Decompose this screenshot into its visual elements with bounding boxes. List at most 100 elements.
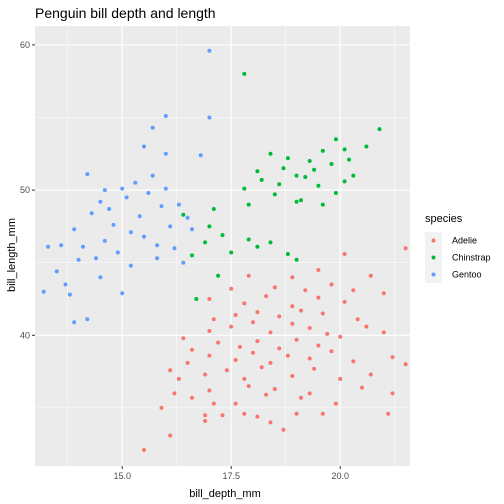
data-point-chinstrap [242,186,247,191]
data-point-adelie [386,411,391,416]
data-point-adelie [168,433,173,438]
data-point-adelie [390,355,395,360]
legend-title: species [425,213,463,225]
data-point-adelie [255,414,260,419]
plot-panel [35,26,410,466]
data-point-chinstrap [190,253,194,258]
data-point-adelie [172,391,177,396]
data-point-adelie [312,366,317,371]
data-point-adelie [233,401,238,406]
data-point-adelie [307,356,312,361]
data-point-chinstrap [364,144,369,149]
data-point-adelie [294,411,299,416]
data-point-chinstrap [294,257,299,262]
data-point-gentoo [72,320,77,325]
data-point-adelie [285,353,290,358]
data-point-adelie [268,360,273,365]
data-point-adelie [251,350,255,355]
data-point-chinstrap [303,175,308,179]
data-point-chinstrap [207,224,212,229]
data-point-adelie [242,301,247,306]
data-point-chinstrap [320,148,325,153]
data-point-adelie [190,347,194,352]
data-point-adelie [185,360,190,365]
y-tick-label: 40 [20,330,30,340]
x-tick-label: 17.5 [222,471,240,481]
legend-label-chinstrap: Chinstrap [452,253,491,263]
data-point-chinstrap [312,167,317,172]
data-point-gentoo [41,289,46,294]
data-point-adelie [290,321,295,326]
data-point-adelie [142,448,146,452]
data-point-gentoo [54,269,59,274]
data-point-adelie [233,358,238,362]
data-point-adelie [159,405,164,410]
data-point-gentoo [207,48,212,53]
data-point-adelie [224,368,229,373]
data-point-chinstrap [342,179,347,184]
data-point-adelie [299,308,303,313]
data-point-adelie [381,330,386,335]
data-point-adelie [207,329,212,333]
data-point-adelie [237,344,242,349]
data-point-chinstrap [246,202,251,207]
data-point-gentoo [98,199,103,204]
x-tick-label: 15.0 [113,471,131,481]
data-point-gentoo [159,204,164,209]
data-point-adelie [277,346,282,351]
data-point-gentoo [89,211,94,216]
gridlines [35,26,410,466]
data-points [41,48,408,452]
data-point-chinstrap [194,297,199,301]
data-point-adelie [290,275,295,280]
data-point-chinstrap [259,177,264,182]
data-point-gentoo [72,227,77,232]
data-point-gentoo [85,172,90,177]
legend-label-adelie: Adelie [452,236,477,246]
data-point-adelie [325,331,330,336]
data-point-adelie [268,420,273,425]
data-point-chinstrap [255,244,260,249]
data-point-adelie [329,282,334,287]
data-point-adelie [403,362,408,367]
data-point-chinstrap [277,182,282,187]
data-point-adelie [181,336,186,341]
data-point-gentoo [120,186,125,191]
data-point-gentoo [59,243,64,248]
y-tick-label: 60 [20,40,30,50]
data-point-adelie [242,376,247,381]
data-point-chinstrap [246,237,251,242]
data-point-chinstrap [181,212,186,217]
data-point-chinstrap [333,191,338,195]
data-point-adelie [303,288,308,293]
data-point-gentoo [120,291,125,296]
data-point-adelie [307,326,312,330]
legend-label-gentoo: Gentoo [452,270,482,280]
data-point-adelie [368,273,373,278]
data-point-adelie [320,411,325,416]
data-point-chinstrap [329,162,334,166]
data-point-adelie [207,388,212,393]
data-point-adelie [342,299,347,304]
data-point-chinstrap [285,156,290,161]
data-point-chinstrap [211,207,216,211]
data-point-gentoo [150,173,155,178]
data-point-adelie [299,395,303,400]
data-point-gentoo [176,202,181,207]
data-point-adelie [381,291,386,296]
data-point-adelie [259,365,264,370]
data-point-adelie [316,343,321,348]
data-point-gentoo [94,256,98,261]
data-point-gentoo [198,153,203,158]
x-tick-label: 20.0 [331,471,349,481]
data-point-gentoo [185,215,190,220]
data-point-chinstrap [333,137,338,142]
data-point-chinstrap [342,147,347,152]
data-point-chinstrap [268,240,273,245]
data-point-chinstrap [255,169,260,174]
data-point-adelie [390,391,395,396]
data-point-adelie [368,372,373,377]
data-point-adelie [229,324,234,329]
data-point-adelie [316,268,321,272]
data-point-chinstrap [320,202,325,207]
